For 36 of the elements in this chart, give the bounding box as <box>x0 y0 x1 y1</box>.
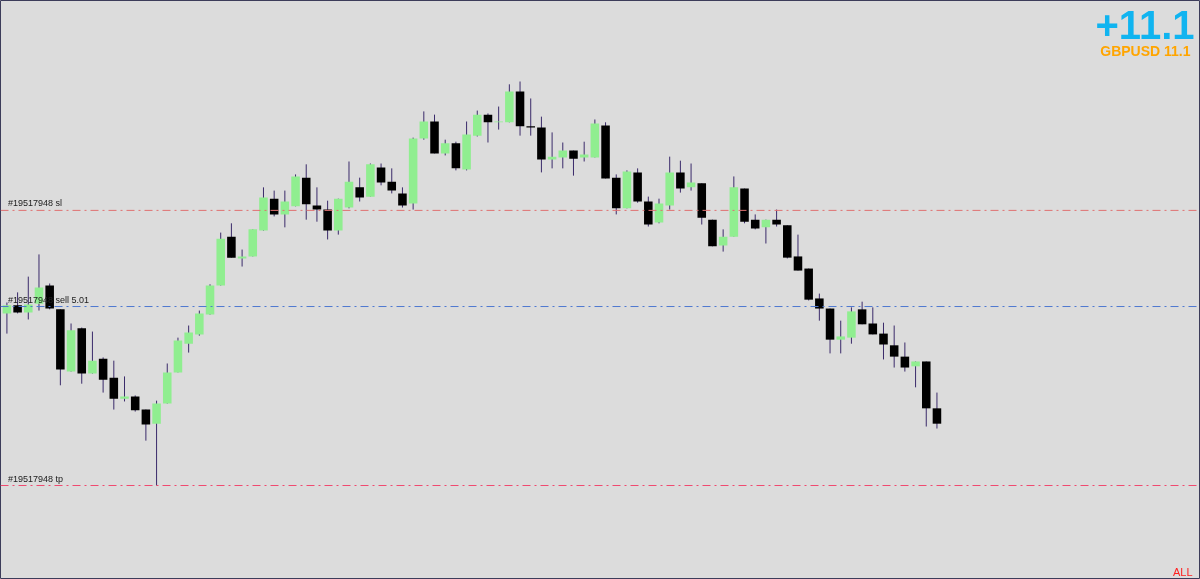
candlestick <box>227 222 236 259</box>
candlestick <box>355 177 364 202</box>
candlestick <box>387 167 397 194</box>
candlestick <box>644 196 653 228</box>
candlestick <box>98 356 108 394</box>
candlestick <box>195 310 204 337</box>
candlestick <box>868 306 878 335</box>
candlestick <box>836 320 846 354</box>
candlestick <box>109 360 119 411</box>
candlestick <box>911 360 920 388</box>
candlestick <box>88 331 97 375</box>
candlestick <box>237 249 247 268</box>
candlestick <box>419 110 429 141</box>
candlestick <box>718 228 728 253</box>
candlestick <box>889 325 899 369</box>
candlestick <box>323 200 332 240</box>
candlestick <box>280 190 290 228</box>
candlestick <box>473 110 482 137</box>
candlestick <box>900 341 910 373</box>
candlestick <box>120 375 129 402</box>
candlestick <box>184 325 193 354</box>
candlestick <box>793 234 803 272</box>
candlestick <box>569 150 578 177</box>
candlestick <box>152 400 161 486</box>
text: ALL <box>1172 565 1193 578</box>
candlestick <box>815 293 824 322</box>
candlestick <box>526 97 535 137</box>
candlestick <box>932 392 942 430</box>
candlestick <box>494 106 503 131</box>
candlestick <box>312 186 322 223</box>
candlestick <box>879 322 888 360</box>
ref-line-label: #19517948 tp <box>7 473 64 484</box>
candlestick <box>398 186 407 209</box>
candlestick <box>376 163 386 186</box>
candlestick <box>676 160 685 194</box>
ref-line-label: #19517948 sl <box>7 198 63 209</box>
